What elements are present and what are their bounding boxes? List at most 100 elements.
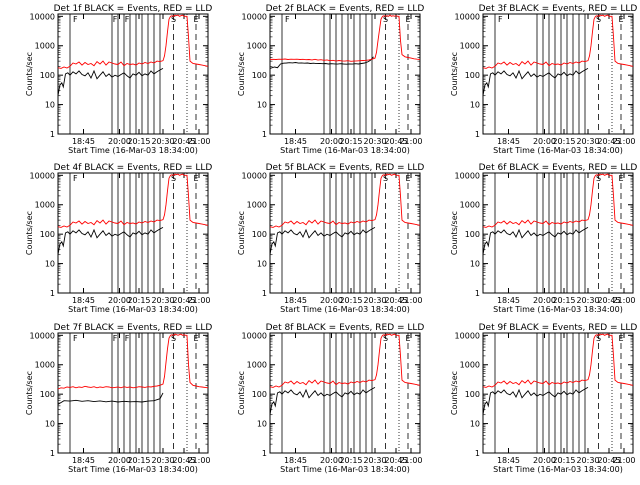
- plot-frame: [57, 332, 209, 454]
- x-tick-label: 20:45: [597, 137, 620, 146]
- x-axis-label: Start Time (16-Mar-03 18:34:00): [280, 465, 410, 474]
- y-tick-label: 100: [40, 390, 55, 399]
- y-tick-label: 100: [465, 71, 480, 80]
- events-series-line: [482, 387, 589, 415]
- x-tick-label: 20:15: [552, 137, 575, 146]
- marker-e: E: [618, 15, 623, 24]
- lld-series-line: [57, 14, 209, 69]
- x-tick-label: 20:15: [127, 456, 150, 465]
- x-axis-label: Start Time (16-Mar-03 18:34:00): [280, 305, 410, 314]
- marker-f: F: [73, 334, 78, 343]
- panel-title: Det 1f BLACK = Events, RED = LLD: [54, 4, 213, 14]
- y-tick-label: 10: [45, 420, 55, 429]
- y-axis-label: Counts/sec: [237, 211, 246, 255]
- lld-series-line: [482, 173, 634, 228]
- x-tick-label: 18:45: [72, 137, 95, 146]
- marker-e: E: [405, 334, 410, 343]
- x-tick-label: 20:30: [151, 137, 174, 146]
- x-tick-label: 20:00: [533, 137, 556, 146]
- y-tick-label: 100: [252, 390, 267, 399]
- lld-series-line: [482, 14, 634, 69]
- events-series-line: [482, 68, 589, 96]
- x-tick-label: 20:30: [576, 456, 599, 465]
- x-tick-label: 18:45: [497, 456, 520, 465]
- y-tick-label: 10000: [455, 12, 480, 21]
- y-tick-label: 1000: [247, 42, 267, 51]
- y-tick-label: 10000: [30, 331, 55, 340]
- events-series-line: [57, 68, 164, 96]
- y-tick-label: 100: [252, 71, 267, 80]
- x-tick-label: 20:15: [339, 456, 362, 465]
- marker-e: E: [193, 15, 198, 24]
- events-series-line: [269, 56, 374, 69]
- y-axis-label: Counts/sec: [450, 371, 459, 415]
- x-tick-label: 20:15: [339, 137, 362, 146]
- y-tick-label: 10000: [242, 331, 267, 340]
- marker-e: E: [193, 334, 198, 343]
- plot-frame: [482, 13, 634, 135]
- x-tick-label: 21:00: [187, 137, 210, 146]
- x-axis-label: Start Time (16-Mar-03 18:34:00): [280, 146, 410, 155]
- x-tick-label: 20:00: [320, 456, 343, 465]
- y-axis-label: Counts/sec: [25, 371, 34, 415]
- y-tick-label: 10000: [30, 171, 55, 180]
- x-tick-label: 20:45: [172, 296, 195, 305]
- plot-frame: [269, 332, 421, 454]
- marker-s: S: [596, 334, 601, 343]
- x-tick-label: 20:30: [363, 296, 386, 305]
- y-axis-label: Counts/sec: [25, 52, 34, 96]
- lld-series-line: [269, 333, 421, 388]
- plot-frame: [482, 172, 634, 294]
- panel: Det 5f BLACK = Events, RED = LLD 1 10 100 10…: [237, 163, 424, 314]
- x-tick-label: 20:45: [172, 456, 195, 465]
- y-tick-label: 10000: [242, 12, 267, 21]
- panel: Det 6f BLACK = Events, RED = LLD 1 10 100 10…: [450, 163, 637, 314]
- x-tick-label: 20:15: [552, 296, 575, 305]
- panel: Det 4f BLACK = Events, RED = LLD 1 10 100 10…: [25, 163, 212, 314]
- x-axis-label: Start Time (16-Mar-03 18:34:00): [68, 305, 198, 314]
- marker-f: F: [285, 15, 290, 24]
- y-tick-label: 10: [257, 101, 267, 110]
- marker-f: F: [73, 174, 78, 183]
- y-tick-label: 100: [465, 230, 480, 239]
- marker-e: E: [405, 15, 410, 24]
- y-tick-label: 10: [257, 260, 267, 269]
- x-tick-label: 21:00: [187, 456, 210, 465]
- marker-s: S: [171, 15, 176, 24]
- y-tick-label: 1: [475, 289, 480, 298]
- plot-frame: [57, 13, 209, 135]
- plot-frame: [57, 172, 209, 294]
- y-tick-label: 1000: [460, 42, 480, 51]
- x-tick-label: 20:00: [108, 137, 131, 146]
- lld-series-line: [269, 14, 421, 62]
- lld-series-line: [57, 333, 209, 390]
- x-tick-label: 18:45: [497, 137, 520, 146]
- marker-s: S: [596, 15, 601, 24]
- marker-s: S: [171, 174, 176, 183]
- panel-title: Det 4f BLACK = Events, RED = LLD: [54, 163, 213, 173]
- y-tick-label: 10: [45, 101, 55, 110]
- y-tick-label: 1: [50, 289, 55, 298]
- x-tick-label: 20:45: [384, 296, 407, 305]
- marker-f: F: [73, 15, 78, 24]
- panel-title: Det 3f BLACK = Events, RED = LLD: [479, 4, 638, 14]
- marker-s: S: [596, 174, 601, 183]
- lld-series-line: [269, 173, 421, 228]
- x-axis-label: Start Time (16-Mar-03 18:34:00): [68, 465, 198, 474]
- plot-frame: [482, 332, 634, 454]
- y-tick-label: 10000: [30, 12, 55, 21]
- panel-title: Det 5f BLACK = Events, RED = LLD: [266, 163, 425, 173]
- x-tick-label: 21:00: [187, 296, 210, 305]
- y-tick-label: 10: [470, 420, 480, 429]
- x-tick-label: 20:15: [552, 456, 575, 465]
- x-tick-label: 20:00: [108, 296, 131, 305]
- panel-title: Det 9f BLACK = Events, RED = LLD: [479, 323, 638, 333]
- x-tick-label: 20:15: [127, 296, 150, 305]
- y-tick-label: 1: [475, 130, 480, 139]
- y-axis-label: Counts/sec: [25, 211, 34, 255]
- y-axis-label: Counts/sec: [450, 211, 459, 255]
- y-tick-label: 1000: [35, 361, 55, 370]
- events-series-line: [482, 227, 589, 255]
- y-axis-label: Counts/sec: [237, 371, 246, 415]
- y-tick-label: 100: [40, 71, 55, 80]
